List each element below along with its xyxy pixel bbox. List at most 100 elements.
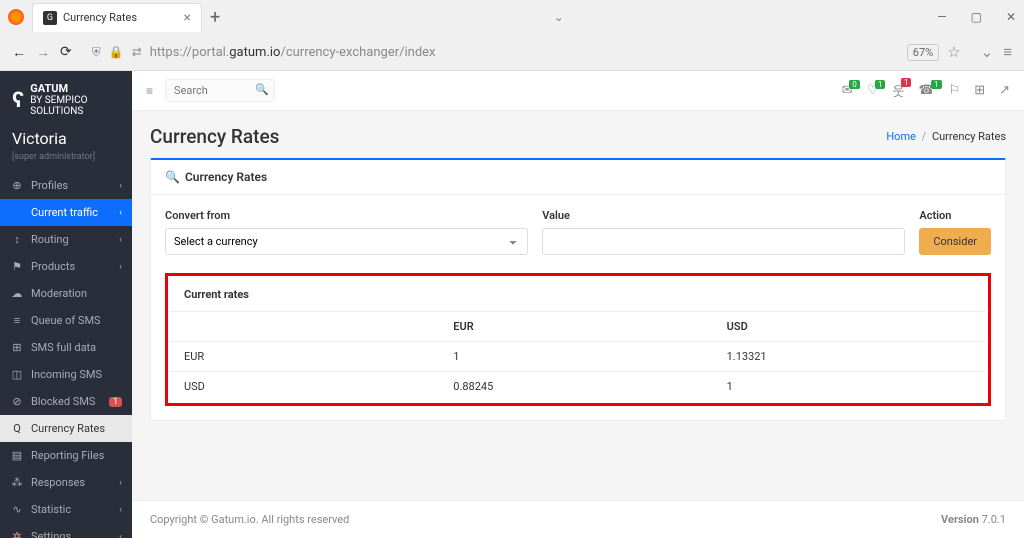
sidebar-item-incoming-sms[interactable]: ◫ Incoming SMS bbox=[0, 361, 132, 388]
sidebar-item-profiles[interactable]: ⊕Profiles‹ bbox=[0, 172, 132, 199]
brand-text: GATUM BY SEMPICO SOLUTIONS bbox=[30, 83, 120, 117]
sidebar-item-settings[interactable]: ✲Settings‹ bbox=[0, 523, 132, 538]
reload-button[interactable]: ⟳ bbox=[60, 44, 72, 60]
sidebar-item-sms-full-data[interactable]: ⊞SMS full data bbox=[0, 334, 132, 361]
nav-icon: ◫ bbox=[10, 368, 24, 381]
nav-label: Responses bbox=[31, 476, 85, 489]
browser-tab[interactable]: G Currency Rates × bbox=[32, 3, 202, 32]
bookmark-star-icon[interactable]: ☆ bbox=[947, 43, 960, 61]
search-icon[interactable]: 🔍 bbox=[255, 83, 269, 96]
tab-title: Currency Rates bbox=[63, 11, 137, 24]
nav-label: Queue of SMS bbox=[31, 314, 101, 327]
breadcrumb-sep: / bbox=[922, 130, 927, 143]
consider-button[interactable]: Consider bbox=[919, 228, 991, 255]
rates-table: EURUSD EUR11.13321USD0.882451 bbox=[170, 311, 986, 401]
back-button[interactable]: ← bbox=[12, 44, 26, 61]
notification-icon[interactable]: ✉0 bbox=[842, 83, 853, 98]
rates-cell: 1 bbox=[713, 372, 986, 402]
brand: ʕ GATUM BY SEMPICO SOLUTIONS bbox=[0, 71, 132, 129]
new-tab-button[interactable]: + bbox=[210, 7, 220, 28]
rates-col-header: EUR bbox=[439, 312, 712, 342]
panel-heading: 🔍 Currency Rates bbox=[151, 160, 1005, 195]
minimize-icon[interactable]: — bbox=[937, 10, 946, 24]
chevron-icon: ‹ bbox=[119, 262, 122, 272]
sidebar-item-reporting-files[interactable]: ▤Reporting Files bbox=[0, 442, 132, 469]
sidebar-item-statistic[interactable]: ∿Statistic‹ bbox=[0, 496, 132, 523]
breadcrumb: Home / Currency Rates bbox=[886, 130, 1006, 143]
topbar: ≡ 🔍 ✉0 ♡1 웃1 ☎1 ⚐ ⊞ ↗ bbox=[132, 71, 1024, 111]
firefox-logo-icon bbox=[8, 9, 24, 25]
sidebar: ʕ GATUM BY SEMPICO SOLUTIONS Victoria [s… bbox=[0, 71, 132, 538]
breadcrumb-current: Currency Rates bbox=[932, 130, 1006, 143]
footer-version: Version 7.0.1 bbox=[941, 513, 1006, 526]
nav-label: Routing bbox=[31, 233, 69, 246]
sidebar-item-responses[interactable]: ⁂ Responses ‹ bbox=[0, 469, 132, 496]
sidebar-item-current-traffic[interactable]: Current traffic‹ bbox=[0, 199, 132, 226]
nav-label: Products bbox=[31, 260, 75, 273]
nav-label: Statistic bbox=[31, 503, 71, 516]
nav-icon: ⚑ bbox=[10, 260, 24, 273]
tabs-dropdown-icon[interactable]: ⌄ bbox=[554, 10, 564, 24]
table-row: USD0.882451 bbox=[170, 372, 986, 402]
tab-close-icon[interactable]: × bbox=[184, 10, 191, 26]
search-box: 🔍 bbox=[165, 79, 275, 102]
brand-logo-icon: ʕ bbox=[12, 87, 24, 113]
menu-toggle-icon[interactable]: ≡ bbox=[146, 84, 153, 98]
sidebar-item-blocked-sms[interactable]: ⊘Blocked SMS1 bbox=[0, 388, 132, 415]
current-rates-heading: Current rates bbox=[170, 278, 986, 311]
chevron-icon: ‹ bbox=[119, 181, 122, 191]
notification-badge: 0 bbox=[849, 80, 860, 89]
browser-chrome: G Currency Rates × + ⌄ — ▢ ✕ ← → ⟳ ⛨ 🔒 ⇄… bbox=[0, 0, 1024, 71]
maximize-icon[interactable]: ▢ bbox=[971, 10, 982, 24]
forward-button[interactable]: → bbox=[36, 44, 50, 61]
nav-badge: 1 bbox=[109, 397, 122, 407]
action-label: Action bbox=[919, 209, 991, 222]
nav-icon: Q bbox=[10, 422, 24, 435]
topbar-icon[interactable]: ⚐ bbox=[949, 83, 961, 98]
url-bar[interactable]: ⛨ 🔒 ⇄ https://portal.gatum.io/currency-e… bbox=[82, 43, 971, 61]
chevron-icon: ‹ bbox=[119, 478, 122, 488]
footer: Copyright © Gatum.io. All rights reserve… bbox=[132, 500, 1024, 538]
browser-menu-icon[interactable]: ≡ bbox=[1003, 43, 1012, 61]
rates-cell: USD bbox=[170, 372, 439, 402]
notification-icon[interactable]: ☎1 bbox=[918, 83, 934, 98]
pocket-icon[interactable]: ⌄ bbox=[981, 43, 994, 61]
nav-label: Current traffic bbox=[31, 206, 98, 219]
value-input[interactable] bbox=[542, 228, 905, 255]
highlight-box: Current rates EURUSD EUR11.13321USD0.882… bbox=[165, 273, 991, 406]
page-title: Currency Rates bbox=[150, 125, 279, 148]
topbar-icon[interactable]: ⊞ bbox=[974, 83, 985, 98]
value-label: Value bbox=[542, 209, 905, 222]
rates-cell: EUR bbox=[170, 342, 439, 372]
nav-label: Incoming SMS bbox=[31, 368, 102, 381]
permissions-icon[interactable]: ⇄ bbox=[132, 45, 142, 59]
user-role: [super administrator] bbox=[0, 152, 132, 172]
currency-select[interactable]: Select a currency bbox=[165, 228, 528, 255]
nav-icon: ↕ bbox=[10, 233, 24, 246]
topbar-icon[interactable]: ↗ bbox=[999, 83, 1010, 98]
sidebar-item-routing[interactable]: ↕ Routing ‹ bbox=[0, 226, 132, 253]
chevron-icon: ‹ bbox=[119, 235, 122, 245]
footer-copyright: Copyright © Gatum.io. All rights reserve… bbox=[150, 513, 349, 526]
main-area: ≡ 🔍 ✉0 ♡1 웃1 ☎1 ⚐ ⊞ ↗ Currency Rates Home / Cu… bbox=[132, 71, 1024, 538]
nav-icon: ∿ bbox=[10, 503, 24, 516]
topbar-right: ✉0 ♡1 웃1 ☎1 ⚐ ⊞ ↗ bbox=[842, 81, 1010, 100]
nav-label: Reporting Files bbox=[31, 449, 104, 462]
sidebar-item-queue-of-sms[interactable]: ≡Queue of SMS bbox=[0, 307, 132, 334]
lock-icon[interactable]: 🔒 bbox=[109, 45, 124, 59]
convert-from-label: Convert from bbox=[165, 209, 528, 222]
sidebar-item-currency-rates[interactable]: QCurrency Rates bbox=[0, 415, 132, 442]
shield-icon[interactable]: ⛨ bbox=[92, 45, 101, 60]
tab-favicon-icon: G bbox=[43, 11, 57, 25]
notification-icon[interactable]: ♡1 bbox=[867, 83, 879, 98]
breadcrumb-home[interactable]: Home bbox=[886, 130, 916, 143]
sidebar-item-moderation[interactable]: ☁Moderation bbox=[0, 280, 132, 307]
notification-icon[interactable]: 웃1 bbox=[892, 81, 904, 100]
nav-icon: ⁂ bbox=[10, 476, 24, 489]
close-window-icon[interactable]: ✕ bbox=[1006, 10, 1016, 24]
rates-cell: 0.88245 bbox=[439, 372, 712, 402]
page-header: Currency Rates Home / Currency Rates bbox=[150, 125, 1006, 148]
sidebar-item-products[interactable]: ⚑ Products ‹ bbox=[0, 253, 132, 280]
nav-label: Moderation bbox=[31, 287, 87, 300]
zoom-badge[interactable]: 67% bbox=[907, 44, 939, 61]
